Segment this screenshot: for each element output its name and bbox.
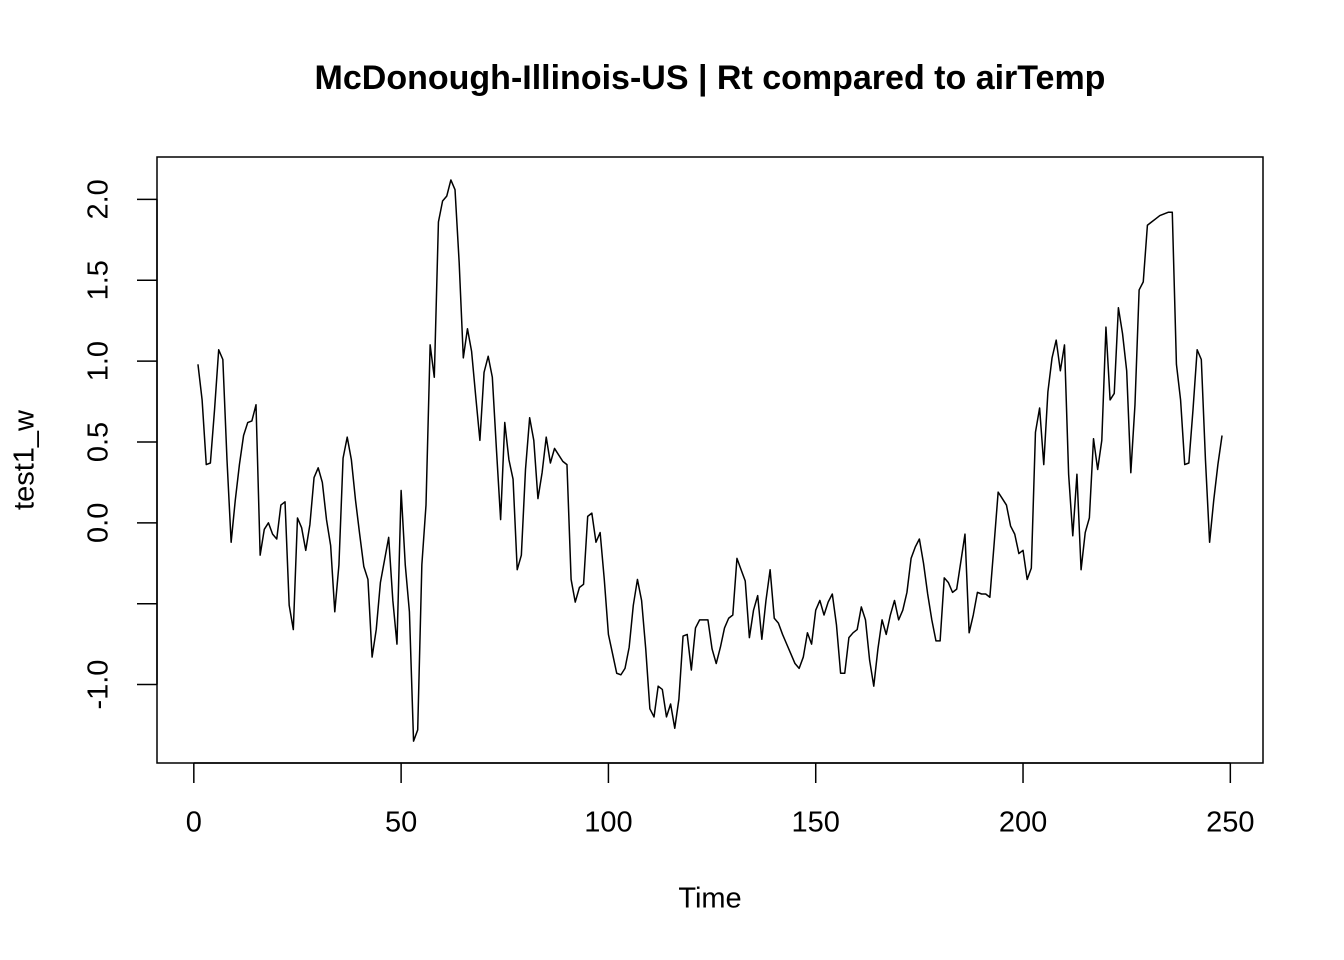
x-tick-label: 200 <box>999 807 1047 839</box>
y-tick-label: 1.0 <box>83 341 115 381</box>
y-axis-label: test1_w <box>9 409 41 510</box>
y-tick-label: 1.5 <box>83 260 115 300</box>
x-axis-label: Time <box>678 883 741 915</box>
x-tick-label: 100 <box>584 807 632 839</box>
y-tick-label: 2.0 <box>83 179 115 219</box>
chart-title: McDonough-Illinois-US | Rt compared to a… <box>315 59 1106 97</box>
x-tick-label: 50 <box>385 807 417 839</box>
y-tick-label: -1.0 <box>83 660 115 710</box>
x-tick-label: 0 <box>186 807 202 839</box>
data-line <box>197 179 1223 742</box>
y-tick-label: 0.0 <box>83 503 115 543</box>
x-tick-label: 250 <box>1206 807 1254 839</box>
x-tick-label: 150 <box>792 807 840 839</box>
y-tick-label: 0.5 <box>83 422 115 462</box>
